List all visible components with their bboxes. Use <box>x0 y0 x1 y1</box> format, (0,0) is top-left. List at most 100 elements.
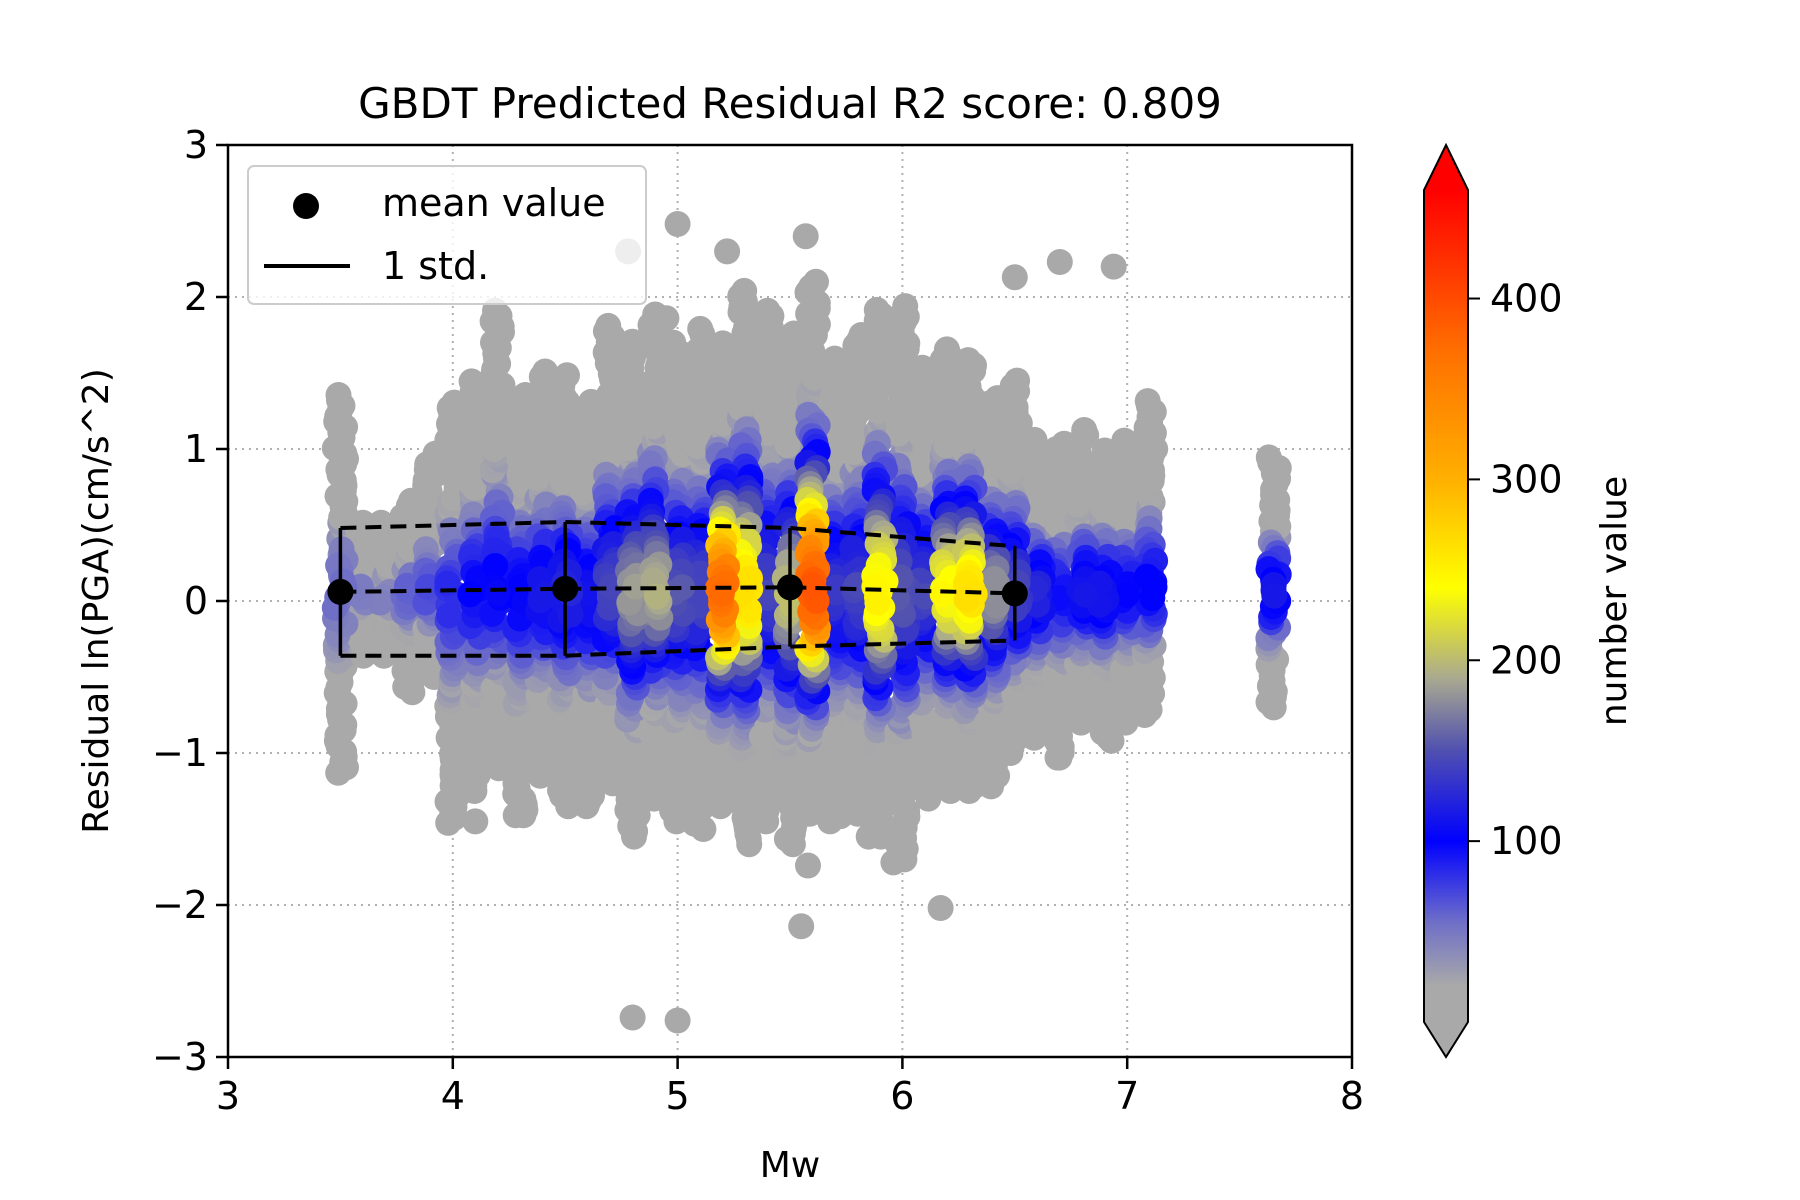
scatter-point <box>795 852 821 879</box>
scatter-point <box>595 312 622 339</box>
colorbar-tick-label: 400 <box>1490 277 1563 321</box>
scatter-point <box>458 368 485 395</box>
scatter-point <box>792 223 819 250</box>
mean-marker <box>552 575 579 602</box>
scatter-point <box>653 305 680 332</box>
scatter-point <box>1044 744 1071 771</box>
scatter-point <box>788 913 815 940</box>
scatter-point <box>660 329 687 356</box>
mean-marker <box>1001 580 1028 607</box>
legend-mean-label: mean value <box>382 181 606 225</box>
scatter-point <box>484 579 511 606</box>
scatter-point <box>1255 444 1282 471</box>
scatter-points <box>321 211 1292 1034</box>
scatter-point <box>484 302 511 329</box>
scatter-point <box>664 1007 691 1034</box>
scatter-point <box>933 336 960 363</box>
colorbar-outline <box>1423 142 1469 1059</box>
x-tick-label: 4 <box>441 1074 465 1118</box>
scatter-point <box>462 808 489 835</box>
scatter-point <box>1139 585 1166 611</box>
y-tick-label: 3 <box>184 123 208 167</box>
scatter-point <box>754 297 781 324</box>
scatter-point <box>1261 582 1288 609</box>
scatter-point <box>909 354 936 381</box>
scatter-point <box>1100 253 1127 280</box>
scatter-point <box>955 347 982 374</box>
x-tick-label: 8 <box>1340 1074 1364 1118</box>
x-axis-label: Mw <box>760 1145 821 1186</box>
mean-marker <box>327 578 354 605</box>
colorbar: 100 200 300 400 number value <box>1423 142 1635 1059</box>
x-tick-label: 6 <box>890 1074 914 1118</box>
scatter-point <box>1134 388 1161 415</box>
y-axis-ticks: −3 −2 −1 0 1 2 3 <box>152 123 228 1079</box>
scatter-point <box>927 895 954 921</box>
colorbar-tick-label: 300 <box>1490 457 1563 501</box>
scatter-point <box>863 296 890 323</box>
legend-mean-marker <box>293 193 319 219</box>
y-tick-label: 1 <box>184 427 208 471</box>
scatter-point <box>554 362 580 389</box>
scatter-point <box>1134 563 1160 590</box>
mean-line <box>340 585 1015 596</box>
std-band <box>338 519 1017 658</box>
chart-title: GBDT Predicted Residual R2 score: 0.809 <box>358 79 1222 128</box>
x-tick-label: 7 <box>1115 1074 1139 1118</box>
colorbar-tick-label: 100 <box>1490 819 1563 863</box>
scatter-point <box>1004 367 1031 394</box>
scatter-point <box>619 1004 646 1031</box>
scatter-point <box>892 293 919 320</box>
scatter-point <box>1072 581 1099 608</box>
colorbar-extend-max <box>1424 145 1468 190</box>
scatter-point <box>731 277 758 304</box>
scatter-point <box>1098 727 1125 754</box>
x-tick-label: 5 <box>666 1074 690 1118</box>
scatter-point <box>687 315 714 342</box>
y-tick-label: −3 <box>152 1035 208 1079</box>
colorbar-label: number value <box>1594 476 1635 726</box>
x-tick-label: 3 <box>216 1074 240 1118</box>
scatter-point <box>457 581 484 608</box>
scatter-point <box>1111 427 1138 454</box>
colorbar-extend-min <box>1424 1022 1468 1057</box>
scatter-point <box>1001 264 1028 291</box>
colorbar-body <box>1424 190 1468 1022</box>
scatter-point <box>929 581 956 608</box>
std-lower-line <box>340 638 1015 658</box>
legend-box <box>247 165 647 305</box>
scatter-point <box>1113 581 1140 608</box>
y-tick-label: −2 <box>152 883 208 927</box>
std-upper-line <box>340 519 1015 549</box>
scatter-point <box>619 328 646 355</box>
scatter-point <box>482 553 509 579</box>
scatter-point <box>325 382 352 408</box>
scatter-point <box>864 589 891 616</box>
scatter-point <box>502 802 529 829</box>
scatter-point <box>708 580 735 607</box>
mean-marker <box>777 574 803 601</box>
scatter-point <box>1071 417 1098 443</box>
x-axis-ticks: 3 4 5 6 7 8 <box>216 1057 1364 1118</box>
scatter-point <box>1046 249 1073 275</box>
scatter-point <box>981 566 1008 592</box>
mean-markers <box>327 574 1028 607</box>
colorbar-ticks: 100 200 300 400 <box>1468 277 1563 863</box>
scatter-point <box>414 573 441 600</box>
scatter-point <box>803 268 829 295</box>
y-axis-label: Residual ln(PGA)(cm/s^2) <box>76 368 117 834</box>
scatter-point <box>855 823 882 850</box>
y-tick-label: 0 <box>184 579 208 623</box>
y-tick-label: 2 <box>184 275 208 319</box>
legend: mean value 1 std. <box>247 165 647 305</box>
scatter-point <box>368 509 395 536</box>
legend-std-label: 1 std. <box>382 244 489 288</box>
colorbar-tick-label: 200 <box>1490 638 1563 682</box>
scatter-point <box>880 849 907 876</box>
scatter-point <box>1021 426 1048 453</box>
scatter-point <box>436 602 462 629</box>
scatter-point <box>709 330 736 357</box>
scatter-point <box>799 572 826 598</box>
scatter-point <box>434 570 461 597</box>
